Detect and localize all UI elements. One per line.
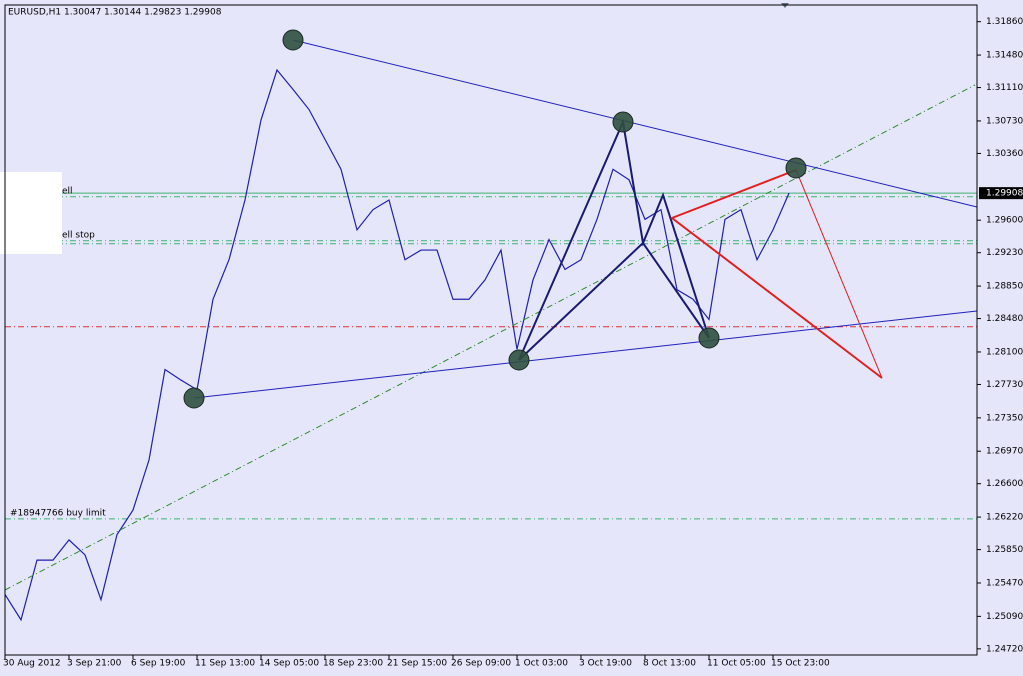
y-tick-label: 1.29600 <box>986 216 1023 226</box>
y-tick-label: 1.25470 <box>986 578 1023 588</box>
price-line <box>4 68 790 622</box>
x-tick-label: 21 Sep 15:00 <box>387 659 447 669</box>
trend-line <box>292 39 978 208</box>
y-tick-label: 1.25850 <box>986 545 1023 555</box>
harmonic-pattern <box>518 241 710 361</box>
level-label: #18947766 buy limit <box>10 508 106 518</box>
pivot <box>508 349 530 371</box>
x-tick-label: 6 Sep 19:00 <box>131 659 186 669</box>
pivot <box>282 29 304 51</box>
y-tick-label: 1.25090 <box>986 612 1023 622</box>
drawings <box>4 3 978 591</box>
pivot <box>785 157 807 179</box>
x-tick-label: 14 Sep 05:00 <box>259 659 319 669</box>
y-tick-label: 1.27730 <box>986 380 1023 390</box>
y-tick-label: 1.26600 <box>986 479 1023 489</box>
pivot <box>183 387 205 409</box>
y-tick-label: 1.28480 <box>986 314 1023 324</box>
y-tick-label: 1.30730 <box>986 116 1023 126</box>
y-tick-label: 1.26970 <box>986 447 1023 457</box>
x-tick-label: 3 Sep 21:00 <box>67 659 122 669</box>
chart-title: EURUSD,H1 1.30047 1.30144 1.29823 1.2990… <box>8 8 222 18</box>
y-tick-label: 1.31480 <box>986 51 1023 61</box>
y-tick-label: 1.28850 <box>986 282 1023 292</box>
y-tick-label: 1.31110 <box>986 83 1023 93</box>
projection <box>795 169 883 379</box>
trend-line <box>193 310 978 399</box>
levels <box>5 192 977 520</box>
x-tick-label: 3 Oct 19:00 <box>579 659 632 669</box>
level-label: ell <box>62 186 73 196</box>
y-tick-label: 1.27350 <box>986 413 1023 423</box>
x-tick-label: 15 Oct 23:00 <box>771 659 830 669</box>
pivot <box>612 111 634 133</box>
x-tick-label: 8 Oct 13:00 <box>643 659 696 669</box>
trend-channel <box>4 84 976 591</box>
y-tick-label: 1.31860 <box>986 17 1023 27</box>
price-layer <box>4 68 790 622</box>
level-labels: ell ell stop #18947766 buy limit <box>10 186 106 518</box>
pivot <box>698 327 720 349</box>
x-tick-label: 11 Oct 05:00 <box>707 659 766 669</box>
projection <box>669 169 883 379</box>
level-label: ell stop <box>62 230 95 240</box>
y-tick-label: 1.24720 <box>986 644 1023 654</box>
x-tick-label: 30 Aug 2012 <box>3 659 61 669</box>
axes: 1.24720 1.25090 1.25470 1.25850 1.26220 1.266… <box>3 17 1023 669</box>
x-tick-label: 18 Sep 23:00 <box>323 659 383 669</box>
y-tick-label: 1.29230 <box>986 248 1023 258</box>
overlay-box <box>0 172 62 254</box>
y-tick-label: 1.28100 <box>986 347 1023 357</box>
last-price-box <box>979 187 1023 200</box>
plot-frame <box>4 4 978 656</box>
x-tick-label: 1 Oct 03:00 <box>515 659 568 669</box>
y-tick-label: 1.30360 <box>986 149 1023 159</box>
y-tick-label: 1.26220 <box>986 513 1023 523</box>
x-tick-label: 26 Sep 09:00 <box>451 659 511 669</box>
x-tick-label: 11 Sep 13:00 <box>195 659 255 669</box>
pivots <box>183 29 807 409</box>
last-price-label: 1.29908 <box>986 189 1023 199</box>
